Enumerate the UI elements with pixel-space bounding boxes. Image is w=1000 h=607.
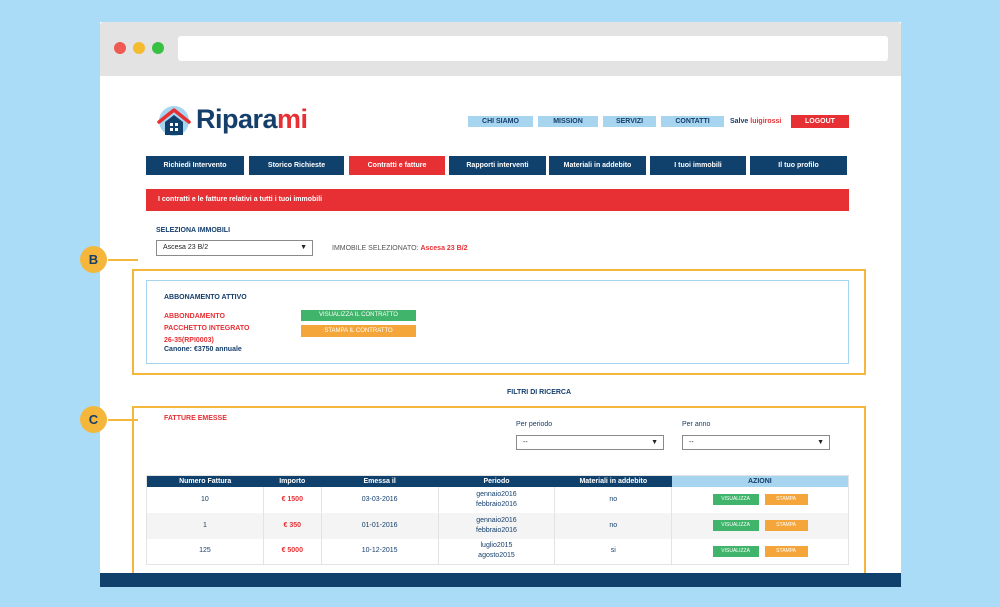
nav-chi-siamo[interactable]: CHI SIAMO xyxy=(468,116,533,127)
invoices-table: Numero Fattura Importo Emessa il Periodo… xyxy=(146,475,849,565)
col-numero-fattura: Numero Fattura xyxy=(146,475,264,487)
user-greeting: Salve luigirossi xyxy=(730,118,782,125)
table-row: 1 € 350 01-01-2016 gennaio2016 febbraio20… xyxy=(146,512,849,539)
invoice-materials: no xyxy=(554,512,672,539)
table-header-row: Numero Fattura Importo Emessa il Periodo… xyxy=(146,475,849,487)
col-emessa-il: Emessa il xyxy=(321,475,439,487)
tab-rapporti-interventi[interactable]: Rapporti interventi xyxy=(449,156,546,175)
subscription-title: ABBONAMENTO ATTIVO xyxy=(164,294,247,301)
maximize-window-button[interactable] xyxy=(152,42,164,54)
house-logo-icon xyxy=(157,106,191,136)
invoice-date: 10-12-2015 xyxy=(320,538,439,565)
print-invoice-button[interactable]: STAMPA xyxy=(764,519,808,531)
logo-text: Riparami xyxy=(196,104,308,134)
tab-materiali-addebito[interactable]: Materiali in addebito xyxy=(549,156,646,175)
nav-servizi[interactable]: SERVIZI xyxy=(603,116,656,127)
invoice-period: gennaio2016 febbraio2016 xyxy=(437,486,555,513)
subscription-name: ABBONDAMENTO PACCHETTO INTEGRATO 26-35(R… xyxy=(164,313,250,344)
col-periodo: Periodo xyxy=(438,475,555,487)
annotation-box-b xyxy=(132,269,866,375)
section-banner: I contratti e le fatture relativi a tutt… xyxy=(146,189,849,211)
table-row: 10 € 1500 03-03-2016 gennaio2016 febbraio… xyxy=(147,486,849,513)
tab-tuoi-immobili[interactable]: I tuoi immobili xyxy=(650,156,746,175)
invoice-amount: € 1500 xyxy=(262,486,322,513)
badge-b: B xyxy=(80,246,107,273)
property-select[interactable]: Ascesa 23 B/2 ▼ xyxy=(156,240,313,256)
print-contract-button[interactable]: STAMPA IL CONTRATTO xyxy=(301,325,416,337)
tab-contratti-fatture[interactable]: Contratti e fatture xyxy=(349,156,445,175)
browser-window: Riparami CHI SIAMO MISSION SERVIZI CONTA… xyxy=(80,22,901,587)
nav-mission[interactable]: MISSION xyxy=(538,116,598,127)
table-row: 125 € 5000 10-12-2015 luglio2015 agosto20… xyxy=(147,538,849,565)
subscription-fee: Canone: €3750 annuale xyxy=(164,346,242,353)
filters-title: FILTRI DI RICERCA xyxy=(507,389,572,396)
property-select-label: SELEZIONA IMMOBILI xyxy=(156,227,231,234)
invoice-materials: no xyxy=(554,486,672,513)
invoices-title: FATTURE EMESSE xyxy=(164,415,227,422)
logo[interactable]: Riparami xyxy=(156,102,316,138)
dropdown-arrow-icon: ▼ xyxy=(300,244,307,251)
tab-storico-richieste[interactable]: Storico Richieste xyxy=(249,156,344,175)
invoice-number: 10 xyxy=(201,495,209,503)
col-importo: Importo xyxy=(263,475,322,487)
col-materiali: Materiali in addebito xyxy=(554,475,672,487)
invoice-date: 03-03-2016 xyxy=(320,486,439,513)
invoice-materials: si xyxy=(554,538,672,565)
invoice-actions: VISUALIZZA STAMPA xyxy=(671,512,849,539)
invoice-date: 01-01-2016 xyxy=(320,512,439,539)
invoice-number: 125 xyxy=(199,547,211,555)
badge-connector xyxy=(108,419,138,421)
nav-contatti[interactable]: CONTATTI xyxy=(661,116,724,127)
view-invoice-button[interactable]: VISUALIZZA xyxy=(712,493,759,505)
address-bar[interactable] xyxy=(178,36,888,61)
view-invoice-button[interactable]: VISUALIZZA xyxy=(712,519,759,531)
invoice-actions: VISUALIZZA STAMPA xyxy=(671,486,849,513)
badge-connector xyxy=(108,259,138,261)
property-select-value: Ascesa 23 B/2 xyxy=(163,244,209,251)
period-filter-select[interactable]: -- ▼ xyxy=(516,435,664,450)
selected-property-info: IMMOBILE SELEZIONATO: Ascesa 23 B/2 xyxy=(332,245,468,252)
invoice-amount: € 5000 xyxy=(262,538,322,565)
close-window-button[interactable] xyxy=(114,42,126,54)
username[interactable]: luigirossi xyxy=(750,118,782,125)
invoice-period: luglio2015 agosto2015 xyxy=(437,538,555,565)
tab-richiedi-intervento[interactable]: Richiedi Intervento xyxy=(146,156,244,175)
print-invoice-button[interactable]: STAMPA xyxy=(764,493,808,505)
year-filter-select[interactable]: -- ▼ xyxy=(682,435,830,450)
invoice-period: gennaio2016 febbraio2016 xyxy=(437,512,555,539)
invoice-amount: € 350 xyxy=(262,512,322,539)
view-contract-button[interactable]: VISUALIZZA IL CONTRATTO xyxy=(301,310,416,321)
browser-chrome xyxy=(100,22,901,76)
dropdown-arrow-icon: ▼ xyxy=(817,439,824,446)
dropdown-arrow-icon: ▼ xyxy=(651,439,658,446)
col-azioni: AZIONI xyxy=(671,475,849,487)
minimize-window-button[interactable] xyxy=(133,42,145,54)
page-content: Riparami CHI SIAMO MISSION SERVIZI CONTA… xyxy=(80,76,901,587)
year-filter-label: Per anno xyxy=(682,421,711,428)
logout-button[interactable]: LOGOUT xyxy=(791,115,849,128)
badge-c: C xyxy=(80,406,107,433)
invoice-number: 1 xyxy=(146,512,264,539)
period-filter-label: Per periodo xyxy=(516,421,553,428)
footer-bar xyxy=(100,573,901,587)
subscription-panel xyxy=(146,280,849,364)
tab-tuo-profilo[interactable]: Il tuo profilo xyxy=(750,156,847,175)
print-invoice-button[interactable]: STAMPA xyxy=(764,545,808,557)
invoice-actions: VISUALIZZA STAMPA xyxy=(671,538,849,565)
view-invoice-button[interactable]: VISUALIZZA xyxy=(712,545,759,557)
